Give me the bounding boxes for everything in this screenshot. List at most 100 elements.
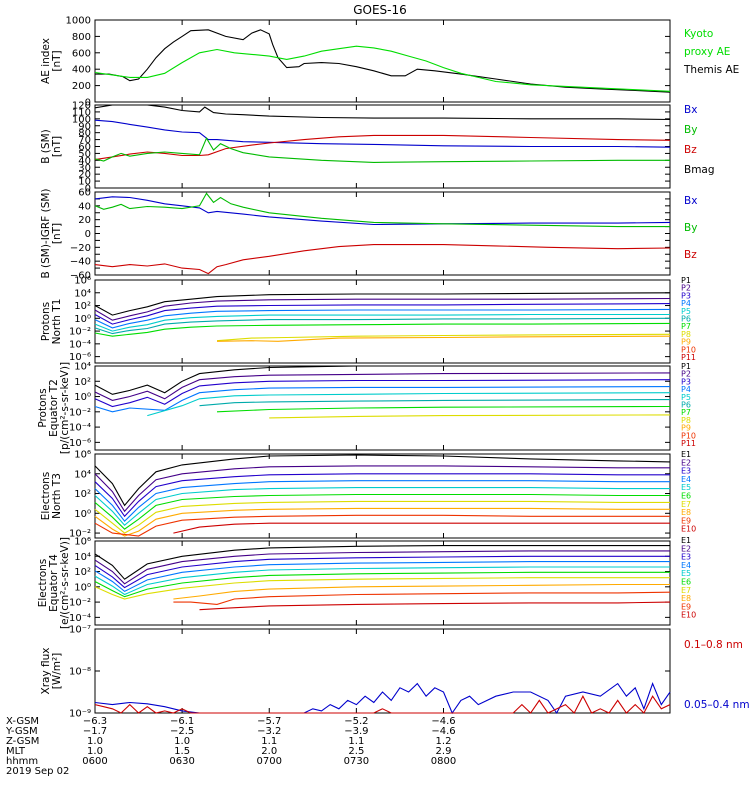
y-tick-label: 10⁻⁷ [69,625,91,636]
series-p4 [94,386,671,413]
panel-frame [94,628,671,714]
y-tick-label: 10 [78,177,91,188]
x-row-label: hhmm [6,756,38,767]
y-tick-label: 20 [78,170,91,181]
series-e8 [173,583,670,600]
panel-pe: 10⁴ 10² 10⁰ 10⁻² 10⁻⁴ 10⁻⁶ Protons Equator T2 [p… [37,362,696,455]
x-value: −2.5 [170,726,194,737]
plot-title: GOES-16 [353,3,407,17]
y-axis-label: North T1 [51,299,63,345]
series-p3 [94,303,671,325]
series-bx [94,196,671,226]
y-tick-label: 70 [78,135,91,146]
y-tick-label: 10⁴ [74,362,91,373]
series-by [94,192,670,228]
series-e9 [173,591,671,605]
y-tick-label: −20 [70,243,91,254]
legend-entry: Bx [684,104,697,116]
y-tick-label: 10⁻⁶ [69,438,91,449]
legend-entry: E10 [681,525,696,534]
series-themis-ae [95,29,671,93]
y-tick-label: 10⁻⁹ [69,709,91,720]
series-kyoto-proxy-ae [94,45,671,92]
x-value: 1.2 [436,736,452,747]
series-e4 [94,561,670,593]
y-axis-label: Xray flux [40,648,52,695]
x-value: −6.3 [83,716,107,727]
series-e9 [94,514,670,537]
series-by [94,136,670,163]
y-tick-label: 10² [74,377,91,388]
series-e8 [94,507,670,537]
series-p5 [94,313,670,332]
legend-entry: P4 [681,385,691,394]
x-value: −3.9 [344,726,368,737]
x-value: 0730 [344,756,369,767]
y-axis-label: Protons [37,388,49,427]
y-axis-label: Electrons [40,472,52,521]
legend-entry: P1 [681,276,691,285]
y-tick-label: 10⁰ [74,582,91,593]
y-tick-label: 0 [85,229,91,240]
legend-entry: Themis AE [683,64,739,76]
y-tick-label: 10⁻² [69,407,91,418]
panel-frame [94,540,671,626]
y-tick-label: 1000 [66,16,91,27]
legend-entry: E7 [681,500,691,509]
legend-entry: P8 [681,330,691,339]
legend-entry: Bx [684,195,697,207]
y-tick-label: 60 [78,188,91,199]
x-value: 0600 [82,756,107,767]
y-tick-label: 80 [78,128,91,139]
legend-entry: P5 [681,393,691,402]
y-tick-label: 90 [78,121,91,132]
legend-entry: P10 [681,345,696,354]
y-tick-label: 60 [78,142,91,153]
legend-entry: E8 [681,508,691,517]
series-p7 [216,405,671,413]
legend-entry: P5 [681,307,691,316]
y-tick-label: 600 [72,48,91,59]
panel-frame [94,279,671,364]
series-p1 [94,365,670,395]
legend-entry: E4 [681,561,691,570]
x-value: −1.7 [83,726,107,737]
panel-xray: 10⁻⁷ 10⁻⁸ 10⁻⁹ Xray flux [W/m²] 0.1–0.8 nm 0.0… [40,625,750,720]
y-tick-label: 40 [78,201,91,212]
series-e5 [94,487,670,526]
legend-entry: E9 [681,602,691,611]
y-tick-label: 10⁴ [74,288,91,299]
y-tick-label: 10⁻² [69,598,91,609]
x-row-label: Y-GSM [5,726,38,737]
legend-entry: P8 [681,416,691,425]
panel-bigrf: −60 −40 −20 0 20 40 60 B (SM)-IGRF (SM) [nT] Bx By… [40,188,697,282]
legend-entry: P1 [681,362,691,371]
x-value: 0700 [257,756,282,767]
y-tick-label: 10⁰ [74,509,91,520]
x-value: 0800 [431,756,456,767]
x-value: −5.2 [344,716,368,727]
series-e5 [94,566,670,596]
y-axis-label: [e/(cm²-s-sr-keV)] [59,537,71,629]
legend-entry: E2 [681,544,691,553]
y-axis-label: B (SM)-IGRF (SM) [40,188,52,278]
legend-entry: P2 [681,284,691,293]
y-axis-label: [nT] [51,50,63,71]
series-e2 [94,465,670,513]
series-0-1-0-8-nm [94,695,671,714]
x-value: −4.6 [431,726,455,737]
series-p8 [269,414,671,419]
series-p8 [216,333,671,342]
series-e3 [94,555,670,589]
legend-entry: E1 [681,450,691,459]
series-bmag [94,104,671,121]
series-e4 [94,480,670,523]
legend-entry: E6 [681,578,691,587]
series-bx [94,119,671,148]
y-axis-label: Protons [40,302,52,341]
legend-entry: Bmag [684,164,715,176]
y-tick-label: 10⁴ [74,552,91,563]
